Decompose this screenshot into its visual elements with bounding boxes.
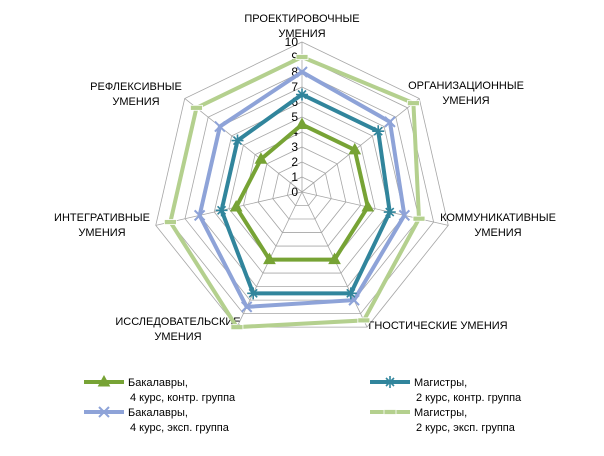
x-marker [193,209,206,222]
triangle-marker [328,252,341,265]
tick-label: 3 [291,140,298,154]
axis-label: ПРОЕКТИРОВОЧНЫЕ УМЕНИЯ [244,13,359,40]
x-marker [214,120,226,133]
grid-ring [155,41,449,328]
series-line [233,122,370,262]
axis-label-line: ИНТЕГРАТИВНЫЕ [54,212,150,224]
tick-label: 1 [291,170,298,184]
legend-item: Бакалавры, 4 курс, эксп. группа [84,406,230,434]
star-marker [372,125,385,138]
triangle-marker [263,252,276,265]
series [229,117,375,265]
grid-ring [184,71,420,301]
grid-ring [272,161,332,220]
x-marker [296,66,308,78]
star-marker [231,134,244,147]
axis-label: ОРГАНИЗАЦИОННЫЕ УМЕНИЯ [408,80,524,107]
x-marker [384,116,396,128]
series-line [168,54,422,330]
axis-labels: ПРОЕКТИРОВОЧНЫЕ УМЕНИЯ ОРГАНИЗАЦИОННЫЕ УМЕН… [54,13,556,343]
axis-spoke [155,191,303,226]
axis-label-line: КОММУНИКАТИВНЫЕ [440,212,556,224]
triangle-marker [229,199,243,212]
dash-marker [190,104,203,111]
star-marker [247,287,260,300]
axis-label-line: УМЕНИЯ [154,331,201,343]
legend-label: 2 курс, эксп. группа [416,422,516,434]
star-marker [344,287,357,300]
axis-label-line: УМЕНИЯ [112,96,159,108]
dash-marker [412,215,426,222]
star-marker [383,206,396,219]
triangle-marker [254,152,268,164]
grid-ring [286,176,318,206]
dash-marker [163,219,177,225]
axis-label-line: УМЕНИЯ [474,227,521,239]
grid-ring [257,146,347,233]
axis-label: КОММУНИКАТИВНЫЕ УМЕНИЯ [440,212,556,239]
axis-label-line: ПРОЕКТИРОВОЧНЫЕ [244,13,359,25]
axis-label-line: ИССЛЕДОВАТЕЛЬСКИЕ [115,316,240,328]
triangle-marker [97,374,111,387]
legend-label: Магистры, [414,377,467,389]
axis-label-line: ОРГАНИЗАЦИОННЫЕ [408,80,524,92]
tick-label: 10 [285,35,299,49]
x-marker [398,209,411,222]
axis-label-line: ГНОСТИЧЕСКИЕ УМЕНИЯ [368,320,507,332]
series [193,66,411,313]
axis-label: ИССЛЕДОВАТЕЛЬСКИЕ УМЕНИЯ [115,316,240,343]
series-layer [163,54,426,331]
legend-item: Магистры, 2 курс, контр. группа [370,376,522,404]
tick-label: 0 [291,185,298,199]
dash-marker [295,54,309,60]
dash-marker [357,317,371,324]
axis-label-line: УМЕНИЯ [442,95,489,107]
legend-label: Бакалавры, [128,377,188,389]
triangle-marker [348,142,362,155]
legend-item: Бакалавры, 4 курс, контр. группа [84,374,236,404]
axis-label-line: РЕФЛЕКСИВНЫЕ [90,81,182,93]
axis-label: РЕФЛЕКСИВНЫЕ УМЕНИЯ [90,81,182,108]
dash-marker [407,100,420,107]
tick-label: 7 [291,80,298,94]
star-marker [215,204,228,217]
series [163,54,426,331]
x-marker [240,301,253,313]
tick-label: 8 [291,65,298,79]
radar-grid [155,41,449,328]
series-line [197,69,407,309]
tick-label: 9 [291,50,298,64]
legend-label: 2 курс, контр. группа [416,392,522,404]
legend-label: 4 курс, контр. группа [130,392,236,404]
legend: Бакалавры, 4 курс, контр. группа Магистры,… [84,374,522,434]
tick-label: 2 [291,155,298,169]
axis-spoke [301,98,420,193]
series [215,88,396,300]
triangle-marker [361,199,375,212]
triangle-marker [295,117,309,129]
star-marker [296,88,308,101]
grid-ring [213,101,391,274]
dash-marker [230,324,244,331]
axis-label: ГНОСТИЧЕСКИЕ УМЕНИЯ [368,320,507,332]
series-line [219,92,392,296]
grid-ring [243,131,361,247]
dash-marker [383,409,397,415]
legend-label: Бакалавры, [128,407,188,419]
star-marker [384,376,396,388]
axis-label-line: УМЕНИЯ [78,227,125,239]
axis-spoke [301,191,449,226]
axis-label: ИНТЕГРАТИВНЫЕ УМЕНИЯ [54,212,150,239]
legend-item: Магистры, 2 курс, эксп. группа [370,407,516,434]
axis-label-line: УМЕНИЯ [278,28,325,40]
axis-spoke [184,98,303,193]
tick-label: 5 [291,110,298,124]
x-marker [98,406,110,418]
legend-label: Магистры, [414,407,467,419]
legend-label: 4 курс, эксп. группа [130,422,230,434]
